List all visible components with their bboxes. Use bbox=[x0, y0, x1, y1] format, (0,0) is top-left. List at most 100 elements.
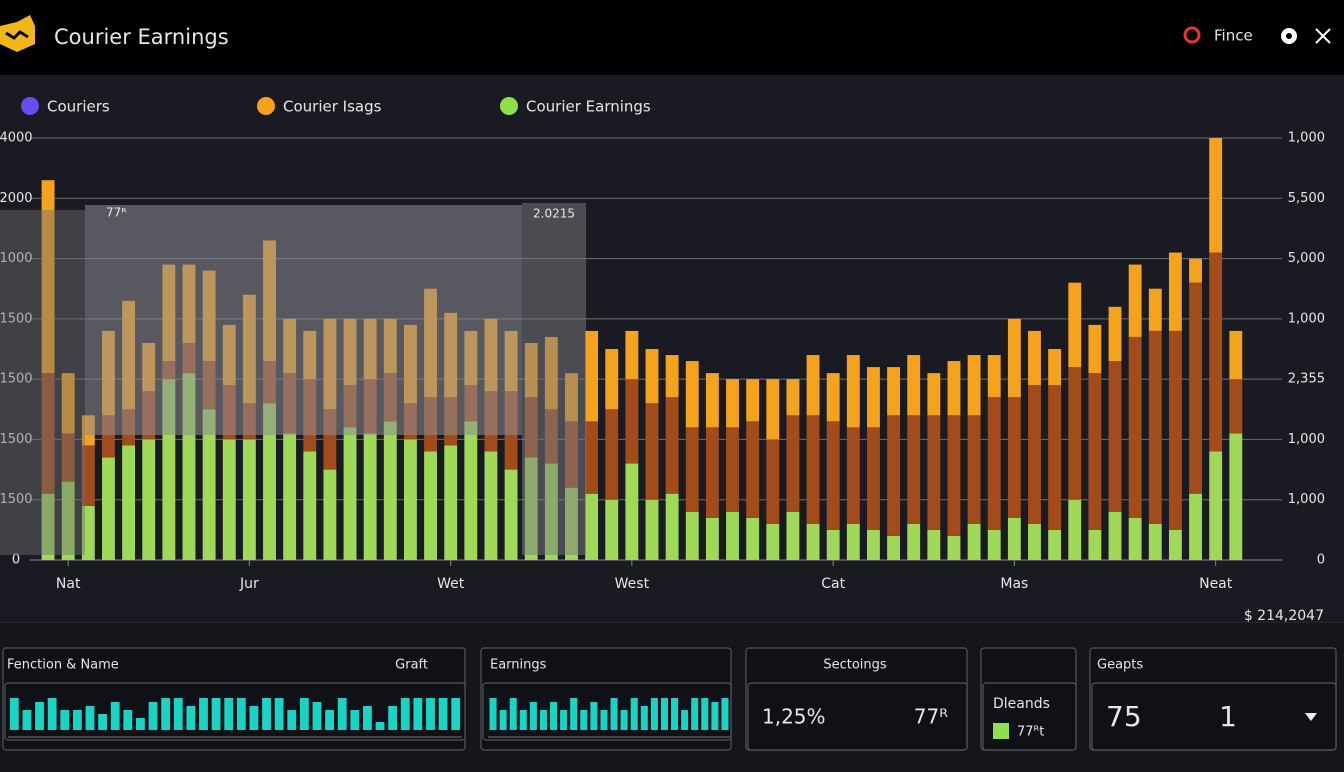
mini-bar bbox=[299, 698, 309, 730]
bar-segment bbox=[947, 361, 961, 416]
bar-segment bbox=[927, 373, 941, 416]
bar-segment bbox=[1048, 349, 1062, 386]
bar-segment bbox=[987, 397, 1001, 530]
user-name[interactable]: Fince bbox=[1214, 27, 1253, 45]
bar-segment bbox=[202, 409, 216, 560]
bar-segment bbox=[645, 349, 659, 404]
mini-bar bbox=[224, 698, 234, 730]
mini-bar bbox=[610, 698, 618, 730]
bar-segment bbox=[1128, 264, 1142, 337]
x-tick-label: Neat bbox=[1199, 576, 1233, 592]
mini-bar bbox=[110, 702, 120, 730]
overlay-label: 2.0215 bbox=[533, 207, 575, 221]
panel-value: 75 bbox=[1106, 700, 1142, 733]
bar-segment bbox=[323, 469, 337, 560]
bar-segment bbox=[867, 427, 880, 530]
mini-bar bbox=[590, 702, 598, 730]
close-icon[interactable] bbox=[1315, 28, 1331, 44]
y2-tick-label: 1,000 bbox=[1288, 311, 1325, 326]
bar-segment bbox=[1007, 318, 1021, 398]
y-tick-label: 1000 bbox=[0, 251, 33, 266]
bar-segment bbox=[846, 355, 860, 428]
mini-bar bbox=[363, 706, 372, 730]
bar-segment bbox=[1028, 523, 1041, 560]
bar-segment bbox=[806, 415, 820, 524]
bar-segment bbox=[927, 529, 941, 560]
mini-bar bbox=[60, 710, 70, 730]
mini-bar bbox=[236, 698, 246, 730]
bar-segment bbox=[1148, 288, 1162, 331]
bar-segment bbox=[826, 421, 840, 530]
bar-segment bbox=[846, 427, 860, 524]
bar-segment bbox=[61, 373, 75, 434]
bar-segment bbox=[1168, 330, 1182, 530]
dropdown-arrow[interactable] bbox=[1305, 713, 1317, 721]
mini-bar bbox=[426, 698, 435, 730]
bar-segment bbox=[1189, 282, 1202, 494]
mini-bar bbox=[681, 710, 689, 730]
user-icon[interactable] bbox=[1183, 26, 1201, 44]
bar-segment bbox=[746, 421, 760, 518]
bar-segment bbox=[746, 517, 760, 560]
bar-segment bbox=[907, 523, 921, 560]
mini-bar bbox=[499, 710, 507, 730]
y-tick-label: 1500 bbox=[0, 311, 33, 326]
mini-bar bbox=[136, 718, 145, 730]
bar-segment bbox=[625, 330, 639, 380]
bar-segment bbox=[1088, 373, 1102, 530]
mini-bar bbox=[274, 698, 284, 730]
bar-segment bbox=[705, 517, 719, 560]
bar-segment bbox=[786, 511, 800, 560]
y-tick-label: 1500 bbox=[0, 432, 33, 447]
bar-segment bbox=[726, 379, 739, 428]
bar-segment bbox=[826, 529, 840, 560]
bar-segment bbox=[625, 463, 639, 560]
y-tick-label: 4000 bbox=[0, 131, 33, 146]
mini-bar bbox=[287, 710, 297, 730]
mini-bar bbox=[570, 698, 578, 730]
bar-segment bbox=[1088, 324, 1102, 374]
panel-title: Fenction & Name bbox=[7, 658, 119, 673]
bar-segment bbox=[645, 403, 659, 500]
bar-segment bbox=[867, 367, 880, 428]
bar-segment bbox=[424, 451, 437, 560]
bar-segment bbox=[61, 481, 75, 560]
bar-segment bbox=[645, 499, 659, 560]
bar-segment bbox=[283, 433, 297, 560]
legend-dot bbox=[257, 97, 275, 115]
bar-segment bbox=[705, 427, 719, 518]
mini-bar bbox=[701, 698, 709, 730]
settings-icon-hole bbox=[1286, 33, 1292, 39]
bar-segment bbox=[766, 379, 780, 440]
bar-segment bbox=[947, 415, 961, 536]
panel-box bbox=[747, 682, 968, 751]
panel-title: Earnings bbox=[490, 658, 547, 673]
bar-segment bbox=[665, 355, 679, 398]
bar-segment bbox=[605, 409, 619, 500]
mini-bar bbox=[489, 698, 497, 730]
y2-tick-label: 5,500 bbox=[1288, 191, 1325, 206]
bar-segment bbox=[81, 445, 95, 506]
x-tick-label: Cat bbox=[821, 576, 845, 592]
bar-segment bbox=[746, 379, 760, 422]
mini-bar bbox=[451, 698, 461, 730]
bar-segment bbox=[41, 180, 55, 374]
bar-segment bbox=[766, 439, 780, 524]
bar-segment bbox=[242, 439, 256, 560]
bar-segment bbox=[887, 535, 901, 560]
app-title: Courier Earnings bbox=[54, 25, 229, 49]
mini-bar bbox=[630, 698, 638, 730]
panel-box bbox=[1091, 682, 1337, 751]
bars: Nat Jur Wet West Cat Mas Neat bbox=[41, 138, 1243, 592]
bar-segment bbox=[1068, 367, 1082, 500]
mini-bar bbox=[671, 698, 679, 730]
mini-bar bbox=[438, 698, 448, 730]
legend-dot bbox=[500, 97, 518, 115]
bar-segment bbox=[1229, 330, 1243, 380]
mini-bar bbox=[711, 702, 719, 730]
legend-label: Couriers bbox=[47, 98, 110, 116]
bar-segment bbox=[887, 415, 901, 536]
bar-segment bbox=[907, 355, 921, 416]
